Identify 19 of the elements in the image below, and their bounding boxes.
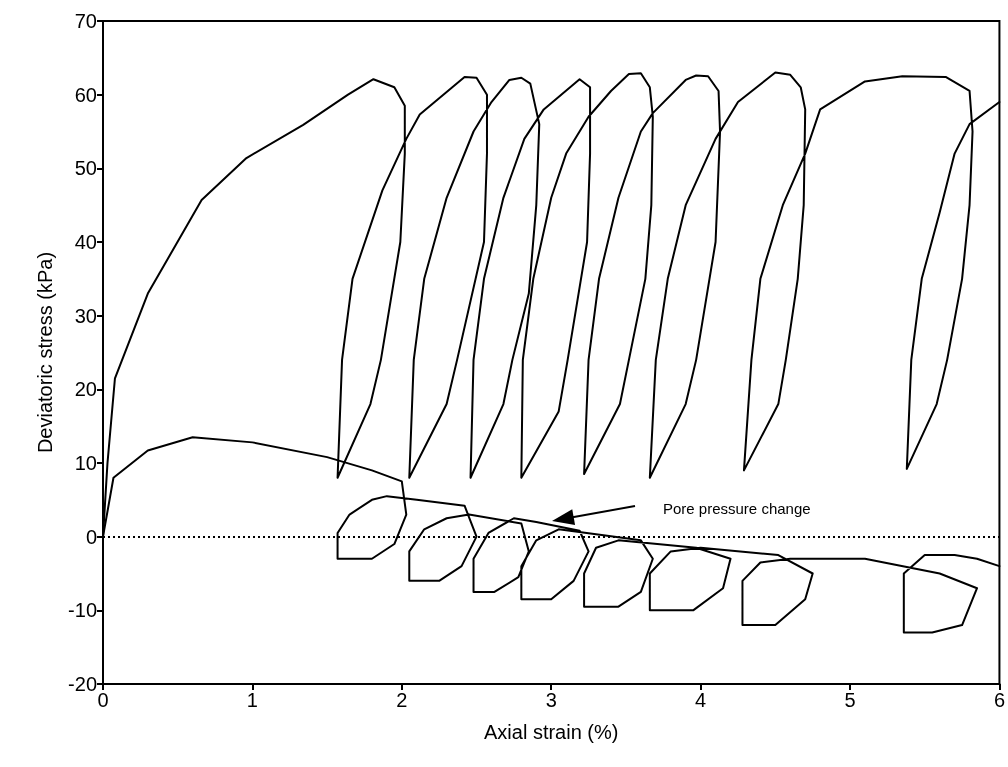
y-tick-label: 20: [74, 378, 97, 401]
y-axis-title: Deviatoric stress (kPa): [34, 251, 56, 454]
y-tick-label: -10: [68, 599, 97, 622]
y-tick-label: 10: [74, 452, 97, 474]
x-tick-label: 4: [695, 689, 707, 711]
x-tick-label: 2: [396, 689, 408, 711]
y-tick-label: 60: [74, 83, 97, 106]
y-tick-label: 0: [85, 525, 97, 548]
x-tick-label: 5: [844, 689, 856, 711]
y-tick-label: 40: [74, 231, 97, 253]
y-tick-label: -20: [68, 673, 97, 695]
x-tick-label: 6: [993, 689, 1005, 711]
x-axis-title: Axial strain (%): [483, 721, 619, 743]
annotation: Pore pressure change: [663, 500, 811, 517]
y-tick-label: 30: [74, 304, 97, 327]
y-tick-label: 50: [74, 157, 97, 180]
x-tick-label: 3: [545, 689, 557, 711]
x-tick-label: 1: [246, 689, 258, 711]
y-tick-label: 70: [74, 10, 97, 32]
